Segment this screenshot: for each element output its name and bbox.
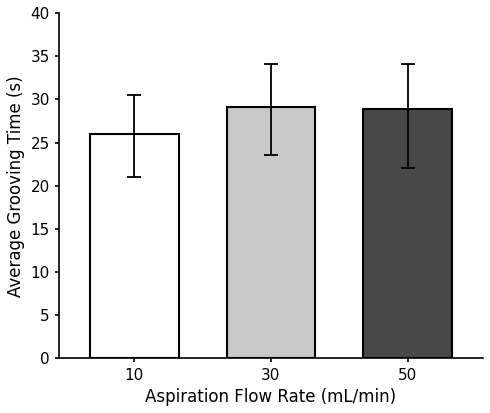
Bar: [90, 134, 179, 358]
X-axis label: Aspiration Flow Rate (mL/min): Aspiration Flow Rate (mL/min): [146, 388, 396, 406]
Bar: [364, 109, 452, 358]
Y-axis label: Average Grooving Time (s): Average Grooving Time (s): [7, 75, 25, 297]
Bar: [226, 107, 316, 358]
